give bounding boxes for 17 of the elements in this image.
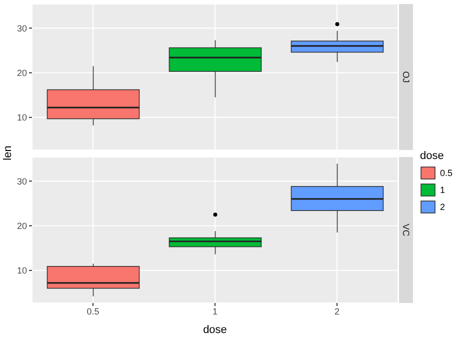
y-tick-label: 10 — [16, 266, 27, 276]
text: OJ — [401, 71, 411, 83]
legend-label: 0.5 — [440, 168, 453, 178]
y-tick-label: 20 — [16, 68, 27, 78]
legend-label: 1 — [440, 185, 446, 195]
text: VC — [401, 224, 411, 237]
x-tick-label: 0.5 — [86, 306, 100, 316]
x-tick-label: 1 — [212, 306, 218, 316]
legend-label: 2 — [440, 202, 446, 212]
x-tick-label: 2 — [334, 306, 340, 316]
legend-title: dose — [420, 150, 445, 162]
y-tick-label: 30 — [16, 176, 27, 186]
y-axis-title: len — [2, 145, 14, 161]
y-tick-label: 10 — [16, 112, 27, 123]
y-tick-label: 30 — [16, 23, 27, 34]
x-axis-title: dose — [203, 324, 227, 336]
y-tick-label: 20 — [16, 220, 27, 231]
